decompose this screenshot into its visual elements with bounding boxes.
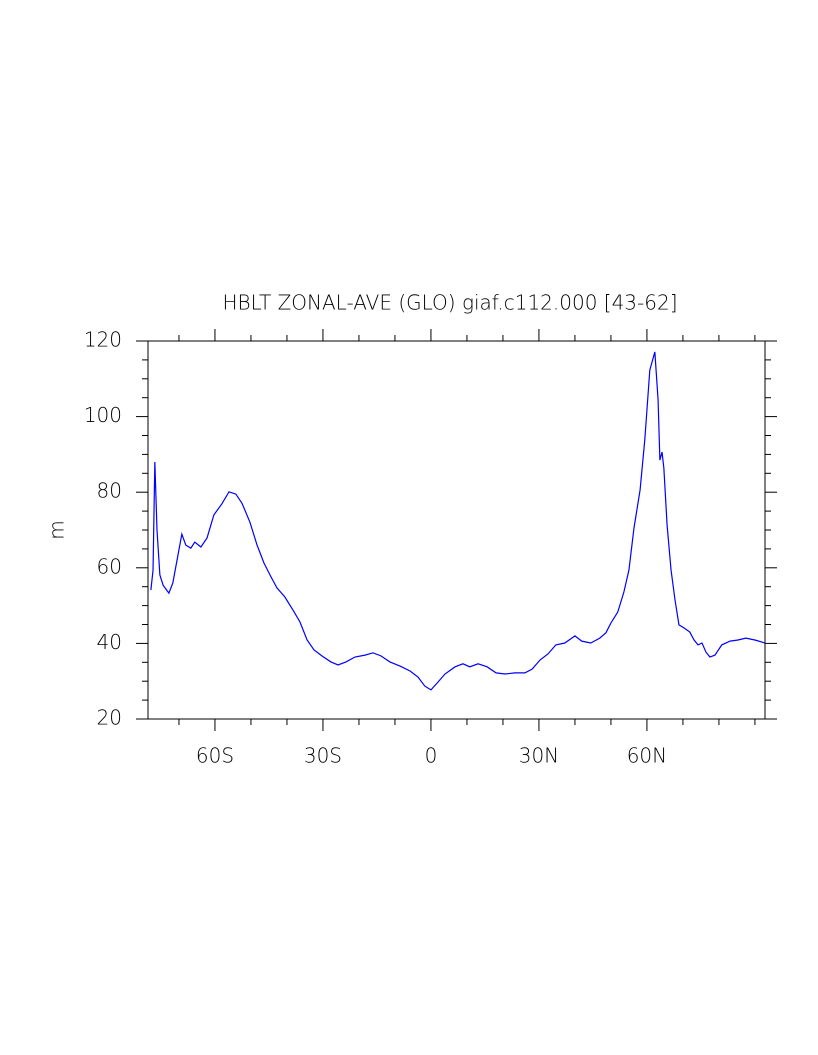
x-tick-label: 60S [196,744,234,768]
x-tick-label: 30S [304,744,342,768]
x-tick-label: 60N [627,744,667,768]
y-tick-label: 80 [97,479,122,503]
y-tick-label: 40 [97,630,122,654]
y-tick-label: 120 [84,328,122,352]
y-tick-label: 100 [84,403,122,427]
plot-frame [147,340,766,720]
data-line [150,351,766,691]
x-tick-label: 0 [425,744,438,768]
chart-title: HBLT ZONAL-AVE (GLO) giaf.c112.000 [43-6… [223,291,678,315]
y-tick-label: 60 [97,554,122,578]
y-axis-label: m [45,520,69,539]
x-tick-label: 30N [519,744,559,768]
y-tick-label: 20 [97,706,122,730]
